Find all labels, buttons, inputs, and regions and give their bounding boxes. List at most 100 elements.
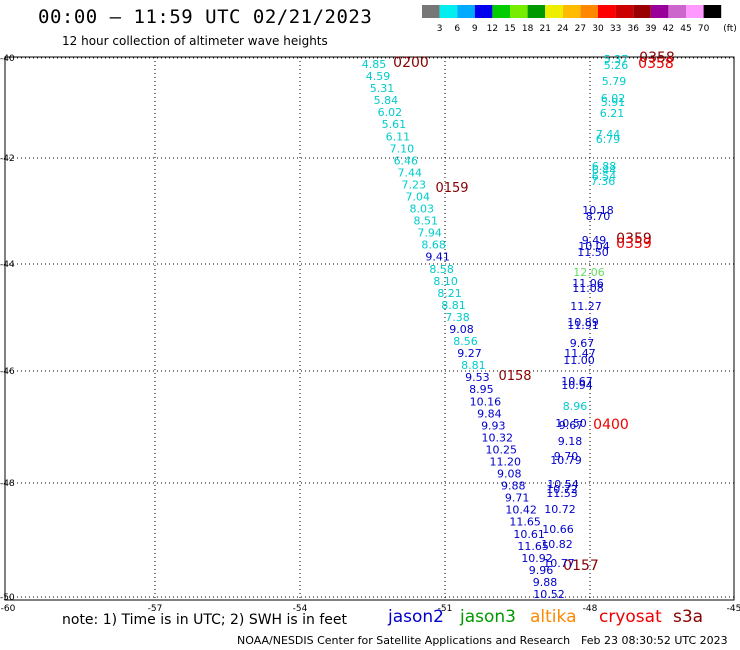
swh-value-label: 11.06 <box>572 277 604 290</box>
colorbar-swatch <box>492 5 510 18</box>
swh-value-label: 5.37 <box>604 53 629 66</box>
colorbar-swatch <box>439 5 458 18</box>
swh-value-label: 6.21 <box>600 107 625 120</box>
longitude-tick-label: -54 <box>293 604 308 614</box>
swh-value-label: 10.67 <box>561 375 593 388</box>
swh-value-label: 10.32 <box>482 431 514 444</box>
legend-jason3: jason3 <box>460 607 516 627</box>
swh-value-label: 9.71 <box>505 492 530 505</box>
colorbar-tick-label: 70 <box>698 24 710 34</box>
colorbar-tick-label: 42 <box>663 24 674 34</box>
swh-value-label: 10.42 <box>505 504 537 517</box>
swh-value-label: 10.50 <box>555 417 587 430</box>
colorbar-swatch <box>650 5 669 18</box>
swh-value-label: 9.93 <box>481 419 506 432</box>
swh-value-label: 6.88 <box>592 160 617 173</box>
swh-value-label: 7.10 <box>390 142 415 155</box>
colorbar-unit-label: (ft) <box>723 24 737 34</box>
swh-value-label: 11.65 <box>517 540 549 553</box>
latitude-tick-label: -50 <box>0 593 15 603</box>
colorbar-swatch <box>668 5 686 18</box>
swh-value-label: 8.03 <box>409 203 434 216</box>
colorbar-tick-label: 15 <box>504 24 515 34</box>
swh-value-label: 10.18 <box>582 204 614 217</box>
swh-value-label: 9.41 <box>425 251 450 264</box>
swh-value-label: 10.04 <box>578 240 610 253</box>
colorbar-tick-label: 27 <box>575 24 586 34</box>
colorbar-tick-label: 24 <box>557 24 569 34</box>
swh-value-label: 11.53 <box>546 487 578 500</box>
legend-cryosat: cryosat <box>599 607 662 627</box>
time-label: 0400 <box>593 417 629 433</box>
colorbar-tick-label: 12 <box>487 24 498 34</box>
swh-value-label: 8.58 <box>429 263 454 276</box>
timestamp-text: Feb 23 08:30:52 UTC 2023 <box>581 634 728 647</box>
swh-value-label: 10.66 <box>542 523 574 536</box>
swh-value-label: 4.59 <box>366 70 391 83</box>
longitude-tick-label: -60 <box>1 604 16 614</box>
swh-value-label: 10.77 <box>543 557 575 570</box>
time-label: 0358 <box>638 56 674 72</box>
page-subtitle: 12 hour collection of altimeter wave hei… <box>62 34 328 48</box>
swh-value-label: 11.08 <box>572 282 604 295</box>
colorbar-tick-label: 33 <box>610 24 621 34</box>
swh-value-label: 6.46 <box>394 154 419 167</box>
colorbar-tick-label: 30 <box>592 24 604 34</box>
swh-value-label: 6.11 <box>386 130 411 143</box>
swh-value-label: 9.88 <box>533 576 558 589</box>
swh-value-label: 9.67 <box>559 419 584 432</box>
swh-value-label: 11.47 <box>564 347 596 360</box>
swh-value-label: 5.26 <box>604 59 629 72</box>
swh-value-label: 9.08 <box>449 323 474 336</box>
swh-value-label: 11.91 <box>567 319 599 332</box>
swh-value-label: 8.70 <box>586 210 611 223</box>
swh-value-label: 6.79 <box>596 133 621 146</box>
swh-value-label: 5.91 <box>601 96 626 109</box>
swh-value-label: 10.72 <box>544 503 576 516</box>
color-scale-bar: 3 6 9 12 15 18 21 24 27 30 33 36 39 42 45 70 (ft) <box>422 5 737 34</box>
swh-value-label: 10.79 <box>550 454 582 467</box>
swh-value-label: 9.53 <box>465 371 490 384</box>
latitude-tick-label: -46 <box>0 367 15 377</box>
credit-text: NOAA/NESDIS Center for Satellite Applica… <box>237 634 571 647</box>
time-label: 0200 <box>393 55 429 71</box>
note-text: note: 1) Time is in UTC; 2) SWH is in fe… <box>62 612 348 628</box>
swh-value-label: 7.44 <box>398 166 423 179</box>
colorbar-swatch <box>422 5 440 18</box>
time-label: 0359 <box>616 231 652 247</box>
swh-value-label: 9.08 <box>497 468 522 481</box>
swh-value-label: 9.18 <box>558 435 583 448</box>
swh-value-label: 12.06 <box>573 266 605 279</box>
colorbar-tick-label: 9 <box>472 24 478 34</box>
swh-value-label: 10.52 <box>533 588 565 601</box>
colorbar-swatch <box>686 5 704 18</box>
swh-value-label: 9.49 <box>582 234 607 247</box>
swh-value-label: 10.25 <box>486 443 518 456</box>
colorbar-tick-label: 36 <box>627 24 639 34</box>
swh-value-label: 8.96 <box>563 400 588 413</box>
plot-frame <box>4 56 735 601</box>
colorbar-swatch <box>474 5 493 18</box>
colorbar-tick-label: 39 <box>645 24 657 34</box>
swh-value-label: 10.94 <box>561 379 593 392</box>
colorbar-swatch <box>580 5 598 18</box>
swh-value-label: 5.84 <box>374 94 399 107</box>
colorbar-tick-label: 21 <box>539 24 550 34</box>
longitude-tick-label: -48 <box>583 604 598 614</box>
swh-value-label: 9.84 <box>477 407 502 420</box>
time-label: 0158 <box>498 369 531 384</box>
legend-jason2: jason2 <box>388 607 444 627</box>
swh-value-label: 10.54 <box>547 478 579 491</box>
swh-value-label: 8.81 <box>461 359 486 372</box>
swh-value-label: 5.31 <box>370 82 395 95</box>
swh-value-label: 9.70 <box>554 450 579 463</box>
swh-value-label: 11.27 <box>570 300 602 313</box>
swh-value-label: 6.02 <box>378 106 403 119</box>
page-title: 00:00 – 11:59 UTC 02/21/2023 <box>38 6 373 28</box>
colorbar-tick-label: 3 <box>437 24 443 34</box>
longitude-tick-label: -51 <box>438 604 453 614</box>
swh-value-label: 11.50 <box>577 246 609 259</box>
time-label: 0358 <box>639 50 675 66</box>
time-label: 0159 <box>435 181 468 196</box>
